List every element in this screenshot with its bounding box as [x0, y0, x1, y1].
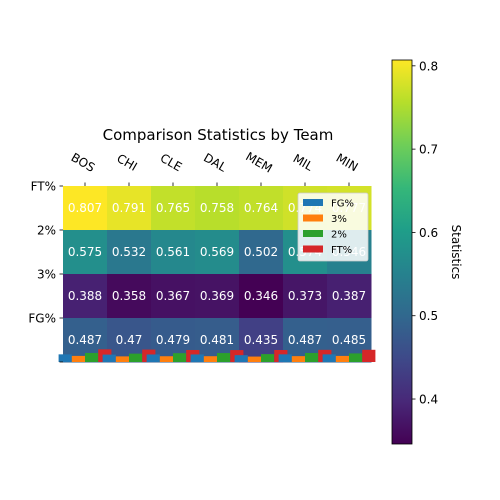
- overlay-bar: [159, 356, 173, 362]
- cell-value-label: 0.346: [244, 289, 278, 303]
- overlay-bar: [349, 353, 363, 362]
- heatmap-cell: [107, 274, 152, 319]
- overlay-bar: [217, 353, 231, 362]
- cell-value-label: 0.367: [156, 289, 190, 303]
- cell-value-label: 0.569: [200, 245, 234, 259]
- heatmap-cell: [195, 274, 240, 319]
- heatmap-cell: [151, 230, 196, 275]
- heatmap-cell: [239, 186, 284, 231]
- legend-box: [297, 192, 369, 262]
- heatmap-cell: [239, 230, 284, 275]
- y-tick-label: FG%: [28, 312, 56, 326]
- colorbar-gradient: [391, 59, 413, 445]
- colorbar-tick-label: 0.5: [419, 309, 438, 323]
- cell-value-label: 0.575: [68, 245, 102, 259]
- overlay-bar: [261, 354, 275, 362]
- overlay-bar: [247, 356, 261, 362]
- legend-swatch: [303, 245, 323, 253]
- cell-value-label: 0.479: [156, 333, 190, 347]
- cell-value-label: 0.369: [200, 289, 234, 303]
- x-axis-ticks: BOS CHI CLE DAL MEM MIL MIN: [69, 149, 361, 186]
- cell-value-label: 0.532: [112, 245, 146, 259]
- x-tick-label: MEM: [243, 149, 275, 175]
- heatmap-cell: [151, 186, 196, 231]
- legend-swatch: [303, 199, 323, 206]
- overlay-bars: [58, 349, 376, 362]
- heatmap-cell: [239, 274, 284, 319]
- cell-value-label: 0.481: [200, 333, 234, 347]
- heatmap-cell: [107, 230, 152, 275]
- overlay-bar: [203, 356, 217, 362]
- overlay-bar: [58, 354, 72, 362]
- y-tick-label: 3%: [37, 268, 56, 282]
- x-tick-label: BOS: [69, 150, 98, 175]
- cell-value-label: 0.487: [288, 333, 322, 347]
- x-tick-label: DAL: [201, 150, 229, 174]
- overlay-bar: [115, 356, 129, 362]
- overlay-bar: [234, 355, 248, 362]
- cell-value-label: 0.388: [68, 289, 102, 303]
- cell-value-label: 0.502: [244, 245, 278, 259]
- overlay-bar: [291, 356, 305, 362]
- overlay-bar: [71, 355, 85, 362]
- overlay-bar: [278, 354, 292, 362]
- overlay-bar: [305, 352, 319, 362]
- y-tick-label: 2%: [37, 224, 56, 238]
- colorbar-tick-label: 0.6: [419, 226, 438, 240]
- legend: FG% 3% 2% FT%: [297, 192, 369, 262]
- legend-label: 2%: [331, 230, 347, 241]
- heatmap-cell: [283, 274, 328, 319]
- overlay-bar: [85, 352, 99, 362]
- cell-value-label: 0.758: [200, 201, 234, 215]
- overlay-bar: [173, 353, 187, 362]
- cell-value-label: 0.487: [68, 333, 102, 347]
- heatmap-cell: [195, 230, 240, 275]
- cell-value-label: 0.764: [244, 201, 278, 215]
- colorbar-tick-label: 0.7: [419, 143, 438, 157]
- x-tick-label: MIL: [291, 151, 316, 174]
- cell-value-label: 0.387: [332, 289, 366, 303]
- colorbar-tick-label: 0.8: [419, 59, 438, 73]
- overlay-bar: [362, 349, 376, 362]
- cell-value-label: 0.485: [332, 333, 366, 347]
- legend-label: 3%: [331, 214, 347, 225]
- y-axis-ticks: FT% 2% 3% FG%: [28, 180, 63, 363]
- overlay-bar: [146, 354, 160, 362]
- colorbar-tick-label: 0.4: [419, 393, 438, 407]
- heatmap-cell: [327, 274, 372, 319]
- cell-value-label: 0.47: [116, 333, 143, 347]
- cell-value-label: 0.807: [68, 201, 102, 215]
- cell-value-label: 0.373: [288, 289, 322, 303]
- colorbar-label: Statistics: [449, 225, 463, 280]
- heatmap-cells: [63, 186, 372, 363]
- heatmap-cell: [63, 230, 108, 275]
- overlay-bar: [335, 355, 349, 362]
- legend-label: FG%: [331, 199, 354, 210]
- cell-value-label: 0.358: [112, 289, 146, 303]
- overlay-bar: [190, 354, 204, 362]
- legend-swatch: [303, 230, 323, 237]
- x-tick-label: CHI: [114, 151, 139, 174]
- cell-value-label: 0.435: [244, 333, 278, 347]
- legend-label: FT%: [331, 245, 352, 256]
- cell-value-label: 0.561: [156, 245, 190, 259]
- heatmap-cell: [151, 274, 196, 319]
- colorbar: 0.4 0.5 0.6 0.7 0.8 Statistics: [391, 59, 463, 445]
- legend-swatch: [303, 214, 323, 222]
- heatmap-cell: [107, 186, 152, 231]
- heatmap-cell: [63, 186, 108, 231]
- heatmap-cell: [63, 274, 108, 319]
- cell-value-label: 0.765: [156, 201, 190, 215]
- cell-value-label: 0.791: [112, 201, 146, 215]
- heatmap-cell: [195, 186, 240, 231]
- x-tick-label: MIN: [334, 151, 361, 175]
- overlay-bar: [102, 354, 116, 362]
- x-tick-label: CLE: [158, 151, 185, 174]
- overlay-bar: [322, 354, 336, 362]
- chart-title: Comparison Statistics by Team: [103, 126, 334, 144]
- overlay-bar: [129, 353, 143, 362]
- y-tick-label: FT%: [31, 180, 56, 194]
